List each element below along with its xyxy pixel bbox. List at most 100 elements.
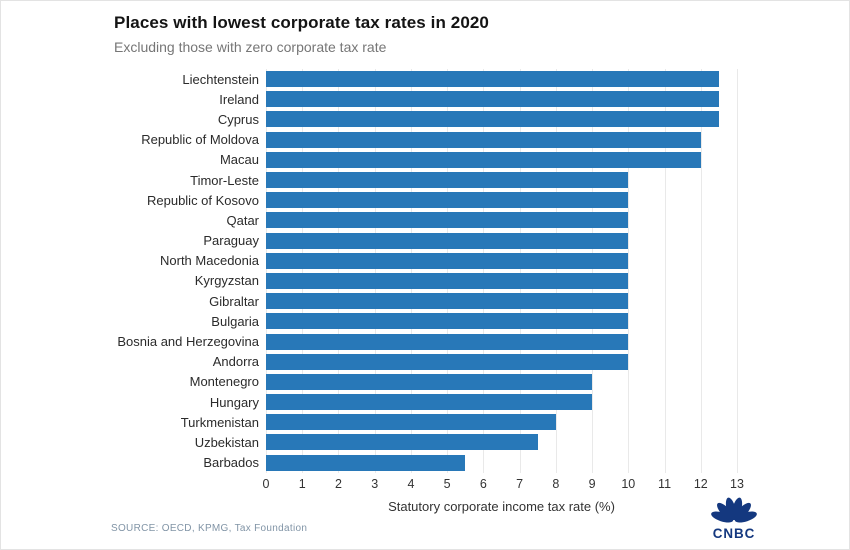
bar-chart: Liechtenstein Ireland Cyprus Republic of Mo… — [111, 69, 738, 473]
bar-track — [266, 453, 737, 473]
bar-track — [266, 69, 737, 89]
category-label: Republic of Kosovo — [146, 192, 259, 208]
gridline — [374, 69, 376, 473]
category-label: Ireland — [219, 91, 259, 107]
chart-subtitle: Excluding those with zero corporate tax … — [114, 39, 387, 55]
x-tick-label: 10 — [621, 477, 636, 491]
bar-track — [266, 311, 737, 331]
peacock-icon: CNBC — [711, 497, 757, 541]
bar-row: Andorra — [111, 352, 737, 372]
gridline — [483, 69, 485, 473]
bar-row: Barbados — [111, 453, 737, 473]
bar-row: Montenegro — [111, 372, 737, 392]
bar-row: Qatar — [111, 210, 737, 230]
x-tick-label: 12 — [693, 477, 708, 491]
bar — [266, 353, 629, 370]
x-tick-label: 8 — [552, 477, 560, 491]
bar-row: Paraguay — [111, 231, 737, 251]
bar — [266, 454, 466, 471]
gridline — [664, 69, 666, 473]
x-tick-label: 7 — [516, 477, 524, 491]
bar-track — [266, 291, 737, 311]
category-label: Hungary — [209, 394, 259, 410]
gridline — [410, 69, 412, 473]
category-label: Cyprus — [217, 111, 259, 127]
category-label: Bulgaria — [211, 313, 259, 329]
bar-row: Republic of Moldova — [111, 130, 737, 150]
gridline — [700, 69, 702, 473]
gridline — [628, 69, 630, 473]
bar — [266, 293, 629, 310]
bar-track — [266, 130, 737, 150]
bar-row: Timor-Leste — [111, 170, 737, 190]
gridline — [447, 69, 449, 473]
x-tick-label: 4 — [407, 477, 415, 491]
gridline — [555, 69, 557, 473]
category-label: Barbados — [203, 455, 259, 471]
gridline — [592, 69, 594, 473]
category-label: Timor-Leste — [190, 172, 259, 188]
bar-track — [266, 109, 737, 129]
x-tick-label: 0 — [262, 477, 270, 491]
bar-track — [266, 170, 737, 190]
cnbc-logo-text: CNBC — [713, 526, 756, 541]
gridlines — [266, 69, 738, 473]
cnbc-logo: CNBC — [701, 495, 767, 546]
category-label: Republic of Moldova — [141, 132, 259, 148]
bar-row: Gibraltar — [111, 291, 737, 311]
bar-row: Hungary — [111, 392, 737, 412]
bar-track — [266, 150, 737, 170]
bar — [266, 212, 629, 229]
bar — [266, 192, 629, 209]
bar-row: Bulgaria — [111, 311, 737, 331]
x-tick-label: 11 — [658, 477, 672, 491]
bar-track — [266, 89, 737, 109]
bar — [266, 71, 719, 88]
category-label: Liechtenstein — [182, 71, 259, 87]
x-tick-label: 3 — [371, 477, 379, 491]
bar — [266, 394, 593, 411]
bar — [266, 373, 593, 390]
source-note: SOURCE: OECD, KPMG, Tax Foundation — [111, 523, 308, 534]
bar-row: Turkmenistan — [111, 412, 737, 432]
gridline — [519, 69, 521, 473]
x-tick-label: 9 — [588, 477, 596, 491]
bar-track — [266, 432, 737, 452]
bar — [266, 131, 701, 148]
chart-title: Places with lowest corporate tax rates i… — [114, 13, 489, 32]
category-label: Montenegro — [189, 374, 259, 390]
category-label: Qatar — [226, 212, 259, 228]
bar — [266, 434, 538, 451]
bar-row: North Macedonia — [111, 251, 737, 271]
category-label: Macau — [219, 152, 259, 168]
bar-rows: Liechtenstein Ireland Cyprus Republic of Mo… — [111, 69, 737, 473]
category-label: Kyrgyzstan — [194, 273, 259, 289]
bar — [266, 172, 629, 189]
x-tick-label: 13 — [730, 477, 744, 491]
bar-track — [266, 231, 737, 251]
x-axis-title: Statutory corporate income tax rate (%) — [388, 499, 615, 514]
x-tick-label: 6 — [479, 477, 487, 491]
gridline — [737, 69, 738, 473]
bar-row: Ireland — [111, 89, 737, 109]
bar-row: Cyprus — [111, 109, 737, 129]
bar-track — [266, 251, 737, 271]
bar-track — [266, 271, 737, 291]
bar — [266, 252, 629, 269]
bar — [266, 313, 629, 330]
gridline — [266, 69, 267, 473]
gridline — [302, 69, 304, 473]
bar-row: Liechtenstein — [111, 69, 737, 89]
category-label: Gibraltar — [209, 293, 259, 309]
bar — [266, 333, 629, 350]
x-axis-ticks: 0 1 2 3 4 5 6 7 8 9 10 11 12 13 — [262, 477, 744, 493]
bar-track — [266, 190, 737, 210]
bar-row: Uzbekistan — [111, 432, 737, 452]
gridline — [338, 69, 340, 473]
bar-track — [266, 210, 737, 230]
bar-track — [266, 352, 737, 372]
category-label: North Macedonia — [160, 253, 259, 269]
bar-track — [266, 392, 737, 412]
bar — [266, 232, 629, 249]
